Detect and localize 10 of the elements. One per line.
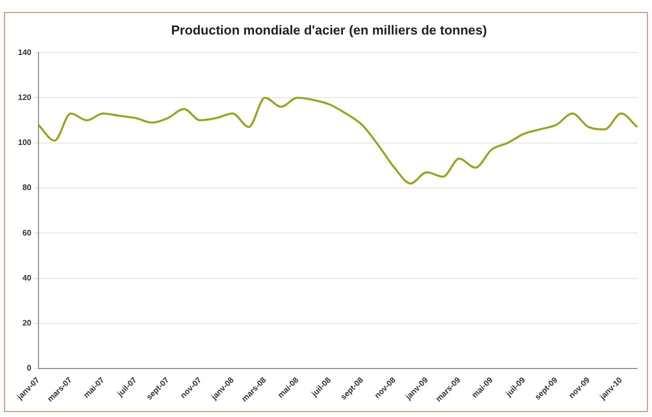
line-series [37,96,638,184]
y-tick-label: 40 [22,273,32,282]
chart-title: Production mondiale d'acier (en milliers de tonnes) [171,22,487,38]
y-tick-label: 60 [22,228,32,238]
y-tick-label: 80 [22,183,32,192]
y-tick-label: 140 [18,48,32,57]
y-tick-label: 0 [26,364,32,373]
y-tick-label: 20 [22,318,32,328]
y-tick-label: 120 [18,92,32,102]
y-tick-label: 100 [18,138,32,148]
